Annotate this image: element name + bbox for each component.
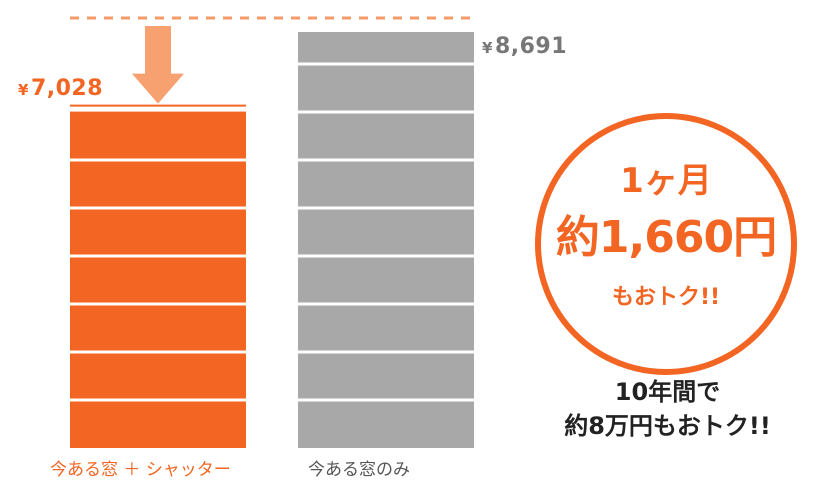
value-label-window-shutter: ¥7,028	[18, 76, 104, 101]
ten-year-summary: 10年間で 約8万円もおトク!!	[540, 375, 795, 443]
bar-fill	[298, 32, 474, 448]
badge-period: 1ヶ月	[620, 161, 712, 201]
value-label-window-only: ¥8,691	[482, 34, 568, 59]
summary-amount: 約8万円もおトク!!	[564, 412, 771, 440]
category-label-window-only: 今ある窓のみ	[308, 460, 410, 480]
summary-period: 10年間で	[614, 378, 721, 406]
badge-amount: 約1,660円	[555, 212, 777, 263]
bar-window-shutter	[70, 104, 246, 448]
category-label-window-shutter: 今ある窓 ＋ シャッター	[50, 460, 231, 480]
bar-fill	[70, 111, 246, 448]
down-arrow-icon	[132, 26, 184, 104]
badge-suffix: もおトク!!	[611, 285, 721, 310]
bar-window-only	[298, 32, 474, 448]
monthly-savings-badge: 1ヶ月 約1,660円 もおトク!!	[535, 113, 797, 375]
